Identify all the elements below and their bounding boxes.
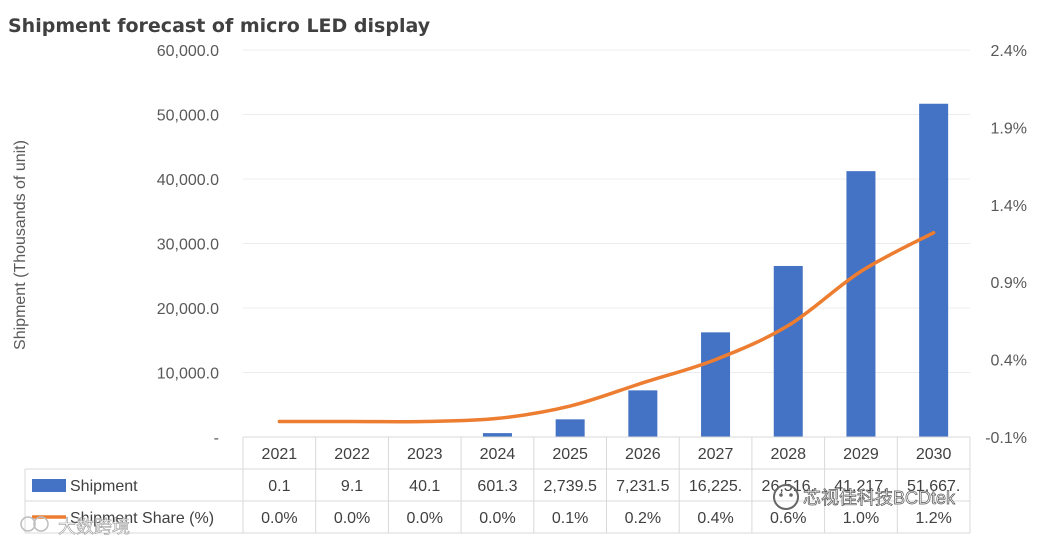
bar (628, 390, 658, 437)
y-tick-label: 30,000.0 (157, 237, 219, 254)
y-tick-label: - (214, 430, 219, 447)
y2-tick-label: 2.4% (991, 43, 1027, 60)
wechat-icon (773, 484, 799, 510)
share-value-label: 0.6% (770, 510, 806, 527)
watermark-left: 大数跨境 (58, 517, 130, 537)
share-line (277, 230, 936, 424)
category-label: 2027 (698, 446, 734, 463)
category-label: 2030 (916, 446, 952, 463)
bar-value-label: 0.1 (268, 478, 290, 495)
bar-value-label: 9.1 (341, 478, 363, 495)
share-value-label: 0.0% (407, 510, 443, 527)
bar (701, 332, 731, 437)
wechat-icon-eye (779, 493, 783, 497)
watermark-logo-icon (20, 516, 36, 532)
bar (482, 433, 512, 437)
bar-value-label: 41,217. (834, 478, 887, 495)
legend-key-bar (32, 479, 66, 492)
y2-tick-label: -0.1% (985, 430, 1027, 447)
legend-label: Shipment Share (%) (70, 510, 214, 527)
y-tick-label: 50,000.0 (157, 108, 219, 125)
category-label: 2026 (625, 446, 661, 463)
share-line-group (277, 230, 936, 424)
bar-value-label: 40.1 (409, 478, 440, 495)
legend-label: Shipment (70, 478, 138, 495)
y-tick-label: 60,000.0 (157, 43, 219, 60)
category-label: 2022 (334, 446, 370, 463)
wechat-icon-eye (789, 493, 793, 497)
y2-tick-label: 0.9% (991, 275, 1027, 292)
share-value-label: 0.0% (261, 510, 297, 527)
bar (846, 171, 876, 438)
watermarks: 大数跨境 芯视佳科技BCDtek (20, 484, 956, 537)
bar-value-label: 7,231.5 (616, 478, 669, 495)
category-label: 2025 (552, 446, 588, 463)
share-value-label: 0.1% (552, 510, 588, 527)
watermark-logo-icon (33, 516, 49, 532)
bar-value-label: 601.3 (477, 478, 517, 495)
bar-value-label: 16,225. (689, 478, 742, 495)
y-axis-ticks: 60,000.0 50,000.0 40,000.0 30,000.0 20,000.0… (157, 43, 219, 447)
bar (919, 103, 949, 437)
y2-axis-ticks: 2.4% 1.9% 1.4% 0.9% 0.4% -0.1% (985, 43, 1027, 447)
bar-value-label: 51,667. (907, 478, 960, 495)
bar (773, 265, 803, 437)
y-tick-label: 40,000.0 (157, 172, 219, 189)
y-axis-label: Shipment (Thousands of unit) (12, 140, 29, 350)
category-label: 2024 (480, 446, 516, 463)
category-label: 2028 (770, 446, 806, 463)
share-value-label: 0.0% (479, 510, 515, 527)
y2-tick-label: 1.4% (991, 198, 1027, 215)
category-label: 2021 (262, 446, 298, 463)
y-tick-label: 20,000.0 (157, 301, 219, 318)
watermark-right: 芯视佳科技BCDtek (803, 488, 956, 508)
data-table: 2021 2022 2023 2024 2025 2026 2027 2028 2029 2030… (24, 436, 971, 534)
bars (264, 103, 949, 438)
y2-tick-label: 0.4% (991, 353, 1027, 370)
category-label: 2023 (407, 446, 443, 463)
share-value-label: 0.0% (334, 510, 370, 527)
share-value-label: 1.0% (843, 510, 879, 527)
share-value-label: 0.4% (697, 510, 733, 527)
bar-value-label: 2,739.5 (543, 478, 596, 495)
share-value-label: 1.2% (915, 510, 951, 527)
y2-tick-label: 1.9% (991, 120, 1027, 137)
category-label: 2029 (843, 446, 879, 463)
share-value-label: 0.2% (625, 510, 661, 527)
chart-title: Shipment forecast of micro LED display (8, 15, 431, 37)
y-tick-label: 10,000.0 (157, 366, 219, 383)
bar (555, 419, 585, 437)
